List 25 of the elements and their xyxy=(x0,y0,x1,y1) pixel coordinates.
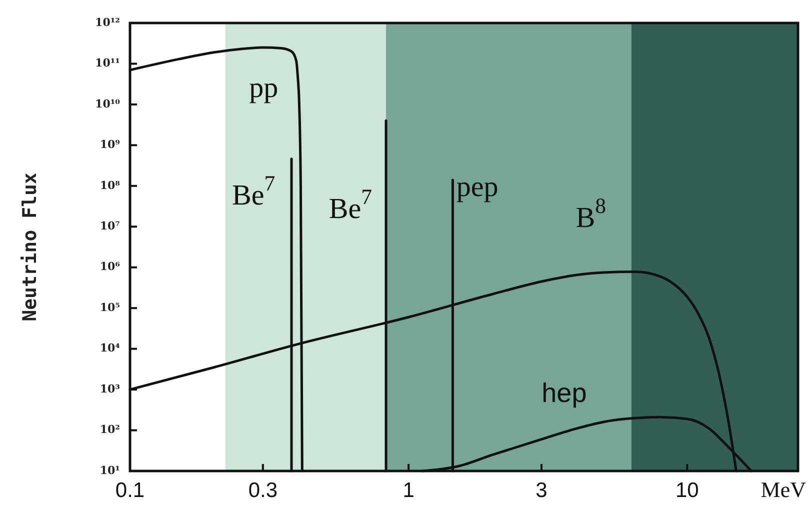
y-axis-title: Neutrino Flux xyxy=(19,172,41,322)
y-tick-label: 10¹ xyxy=(100,464,120,477)
x-axis-title: MeV xyxy=(760,477,806,502)
series-label: pep xyxy=(456,170,498,202)
series-label: Be$^{7}$ xyxy=(232,172,276,212)
y-tick-label: 10¹² xyxy=(95,16,120,29)
y-tick-label: 10⁵ xyxy=(100,300,120,314)
y-tick-label: 10⁹ xyxy=(100,138,120,152)
y-tick-label: 10³ xyxy=(100,382,120,396)
y-tick-label: 10¹⁰ xyxy=(95,97,120,110)
series-label: B$^{8}$ xyxy=(576,194,606,234)
series-label: pp xyxy=(249,72,278,104)
x-tick-label: 1 xyxy=(402,479,414,502)
y-tick-label: 10⁶ xyxy=(100,260,120,274)
series-label: Be$^{7}$ xyxy=(328,185,372,225)
y-tick-label: 10² xyxy=(100,423,120,436)
x-tick-label: 0.3 xyxy=(248,479,278,502)
series-label: hep xyxy=(542,378,587,408)
y-tick-label: 10⁴ xyxy=(100,342,120,355)
x-tick-label: 3 xyxy=(536,479,548,502)
x-tick-label: 0.1 xyxy=(115,479,145,502)
y-tick-label: 10¹¹ xyxy=(95,56,120,70)
y-tick-label: 10⁷ xyxy=(100,219,120,232)
x-tick-label: 10 xyxy=(675,479,699,502)
y-tick-label: 10⁸ xyxy=(100,178,120,192)
